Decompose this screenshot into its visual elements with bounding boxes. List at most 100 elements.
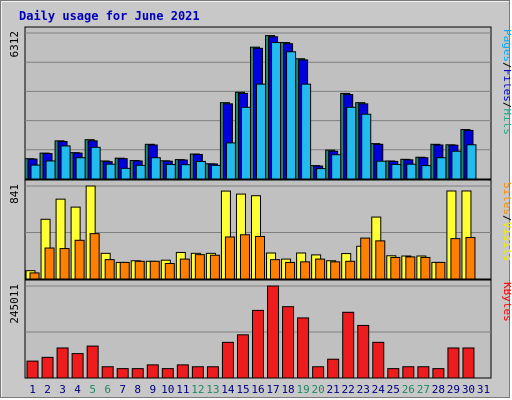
bar-sites-day-7 bbox=[119, 261, 130, 280]
series-kbytes bbox=[26, 285, 475, 379]
bar-sites-day-1 bbox=[29, 272, 40, 280]
day-label-11: 11 bbox=[176, 383, 189, 396]
day-label-29: 29 bbox=[447, 383, 460, 396]
panel-1-max-label: 6312 bbox=[8, 31, 21, 58]
day-label-7: 7 bbox=[119, 383, 126, 396]
day-label-1: 1 bbox=[29, 383, 36, 396]
panel-2-legend-part: Visits bbox=[501, 222, 511, 262]
day-label-10: 10 bbox=[161, 383, 174, 396]
day-label-17: 17 bbox=[266, 383, 279, 396]
panel-1-legend-part: / bbox=[501, 62, 511, 69]
day-label-16: 16 bbox=[251, 383, 264, 396]
bar-pages-day-9 bbox=[150, 157, 161, 180]
bar-pages-day-26 bbox=[406, 163, 417, 180]
bar-kbytes-day-8 bbox=[131, 368, 144, 379]
panel-2-max-label: 841 bbox=[8, 184, 21, 204]
day-label-30: 30 bbox=[462, 383, 475, 396]
bar-sites-day-20 bbox=[315, 258, 326, 280]
bar-sites-day-15 bbox=[239, 234, 250, 280]
bar-kbytes-day-12 bbox=[191, 366, 204, 379]
bar-pages-day-23 bbox=[361, 113, 372, 180]
bar-sites-day-28 bbox=[435, 261, 446, 280]
panel-1-legend-part: / bbox=[501, 102, 511, 109]
day-label-4: 4 bbox=[74, 383, 81, 396]
bar-kbytes-day-25 bbox=[387, 368, 400, 379]
panel-2-legend: Sites/Visits bbox=[501, 182, 511, 262]
bar-pages-day-18 bbox=[286, 51, 297, 180]
panel-2-legend-part: Sites bbox=[501, 182, 511, 215]
bar-sites-day-12 bbox=[194, 254, 205, 280]
chart-panels: 6312Pages/Files/Hits841Sites/Visits24501… bbox=[8, 26, 511, 379]
bar-kbytes-day-9 bbox=[146, 364, 159, 379]
bar-sites-day-16 bbox=[255, 235, 265, 280]
bar-pages-day-21 bbox=[331, 154, 342, 180]
bar-kbytes-day-30 bbox=[462, 347, 475, 379]
bar-kbytes-day-14 bbox=[221, 341, 234, 379]
day-label-27: 27 bbox=[417, 383, 430, 396]
bar-kbytes-day-22 bbox=[342, 311, 355, 379]
bar-kbytes-day-1 bbox=[26, 360, 39, 379]
panel-1: 6312 Pages/Files/Hits bbox=[8, 26, 511, 180]
day-label-9: 9 bbox=[149, 383, 156, 396]
day-label-25: 25 bbox=[387, 383, 400, 396]
bar-pages-day-2 bbox=[45, 160, 56, 180]
bar-pages-day-24 bbox=[376, 160, 387, 180]
panel-1-legend: Pages/Files/Hits bbox=[501, 29, 511, 135]
bar-kbytes-day-26 bbox=[402, 366, 415, 379]
bar-pages-day-22 bbox=[346, 106, 357, 180]
bar-kbytes-day-2 bbox=[41, 356, 54, 379]
bar-kbytes-day-11 bbox=[176, 364, 189, 379]
day-label-22: 22 bbox=[342, 383, 355, 396]
series-sites bbox=[29, 233, 476, 280]
panel-2-legend-part: / bbox=[501, 215, 511, 222]
bar-sites-day-27 bbox=[420, 256, 431, 280]
panel-3-legend-part: KBytes bbox=[501, 282, 511, 322]
bar-sites-day-3 bbox=[59, 248, 70, 280]
bar-pages-day-11 bbox=[180, 164, 191, 180]
bar-pages-day-27 bbox=[421, 165, 432, 180]
panel-3: 245011 KBytes bbox=[8, 279, 511, 379]
bar-sites-day-11 bbox=[179, 258, 190, 280]
bar-kbytes-day-21 bbox=[327, 358, 340, 379]
bar-pages-day-16 bbox=[256, 83, 266, 180]
bar-kbytes-day-16 bbox=[252, 309, 264, 379]
bar-sites-day-26 bbox=[405, 256, 416, 280]
bar-kbytes-day-28 bbox=[432, 368, 445, 379]
day-label-19: 19 bbox=[296, 383, 309, 396]
day-label-8: 8 bbox=[134, 383, 141, 396]
bar-kbytes-day-3 bbox=[56, 347, 69, 379]
bar-sites-day-29 bbox=[450, 238, 461, 280]
panel-1-legend-part: Pages bbox=[501, 29, 511, 62]
bar-kbytes-day-29 bbox=[447, 347, 460, 379]
bar-sites-day-8 bbox=[134, 260, 145, 280]
day-label-28: 28 bbox=[432, 383, 445, 396]
bar-sites-day-18 bbox=[285, 261, 296, 280]
day-label-13: 13 bbox=[206, 383, 219, 396]
bar-pages-day-7 bbox=[120, 167, 131, 180]
bar-kbytes-day-27 bbox=[417, 366, 430, 379]
bar-pages-day-13 bbox=[210, 164, 221, 180]
bar-sites-day-23 bbox=[360, 237, 371, 280]
day-label-12: 12 bbox=[191, 383, 204, 396]
bar-kbytes-day-20 bbox=[312, 366, 325, 379]
panel-3-max-label: 245011 bbox=[8, 284, 21, 324]
bar-sites-day-14 bbox=[224, 236, 235, 280]
bar-pages-day-14 bbox=[225, 142, 236, 180]
bar-sites-day-30 bbox=[465, 237, 476, 280]
bar-pages-day-30 bbox=[466, 144, 477, 180]
bar-pages-day-17 bbox=[271, 42, 282, 180]
bar-sites-day-17 bbox=[270, 259, 281, 280]
bar-kbytes-day-23 bbox=[357, 324, 370, 379]
bar-sites-day-4 bbox=[74, 239, 85, 280]
bar-pages-day-15 bbox=[240, 106, 251, 180]
bar-kbytes-day-15 bbox=[236, 334, 249, 379]
panel-1-legend-part: Files bbox=[501, 69, 511, 102]
series-pages bbox=[30, 42, 477, 180]
bar-pages-day-4 bbox=[75, 157, 86, 180]
bar-pages-day-3 bbox=[60, 145, 71, 180]
day-label-20: 20 bbox=[312, 383, 325, 396]
day-label-24: 24 bbox=[372, 383, 386, 396]
bar-sites-day-25 bbox=[390, 256, 401, 280]
bar-pages-day-12 bbox=[195, 160, 206, 180]
bar-sites-day-10 bbox=[164, 263, 175, 280]
